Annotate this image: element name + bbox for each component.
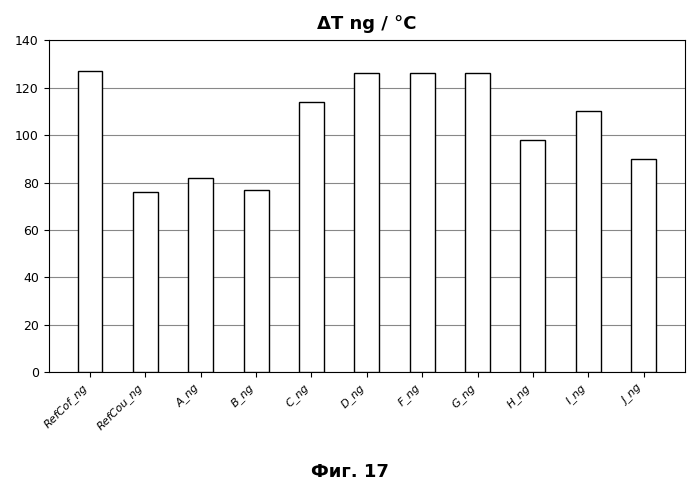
Bar <box>631 159 656 372</box>
Bar <box>244 190 269 372</box>
Bar <box>576 111 601 372</box>
Bar <box>133 192 158 372</box>
Bar <box>410 73 435 372</box>
Bar <box>299 102 324 372</box>
Bar <box>188 178 214 372</box>
Bar <box>78 71 102 372</box>
Bar <box>354 73 379 372</box>
Text: Фиг. 17: Фиг. 17 <box>311 463 389 481</box>
Bar <box>520 140 545 372</box>
Title: ΔT ng / °C: ΔT ng / °C <box>317 15 416 33</box>
Bar <box>465 73 490 372</box>
